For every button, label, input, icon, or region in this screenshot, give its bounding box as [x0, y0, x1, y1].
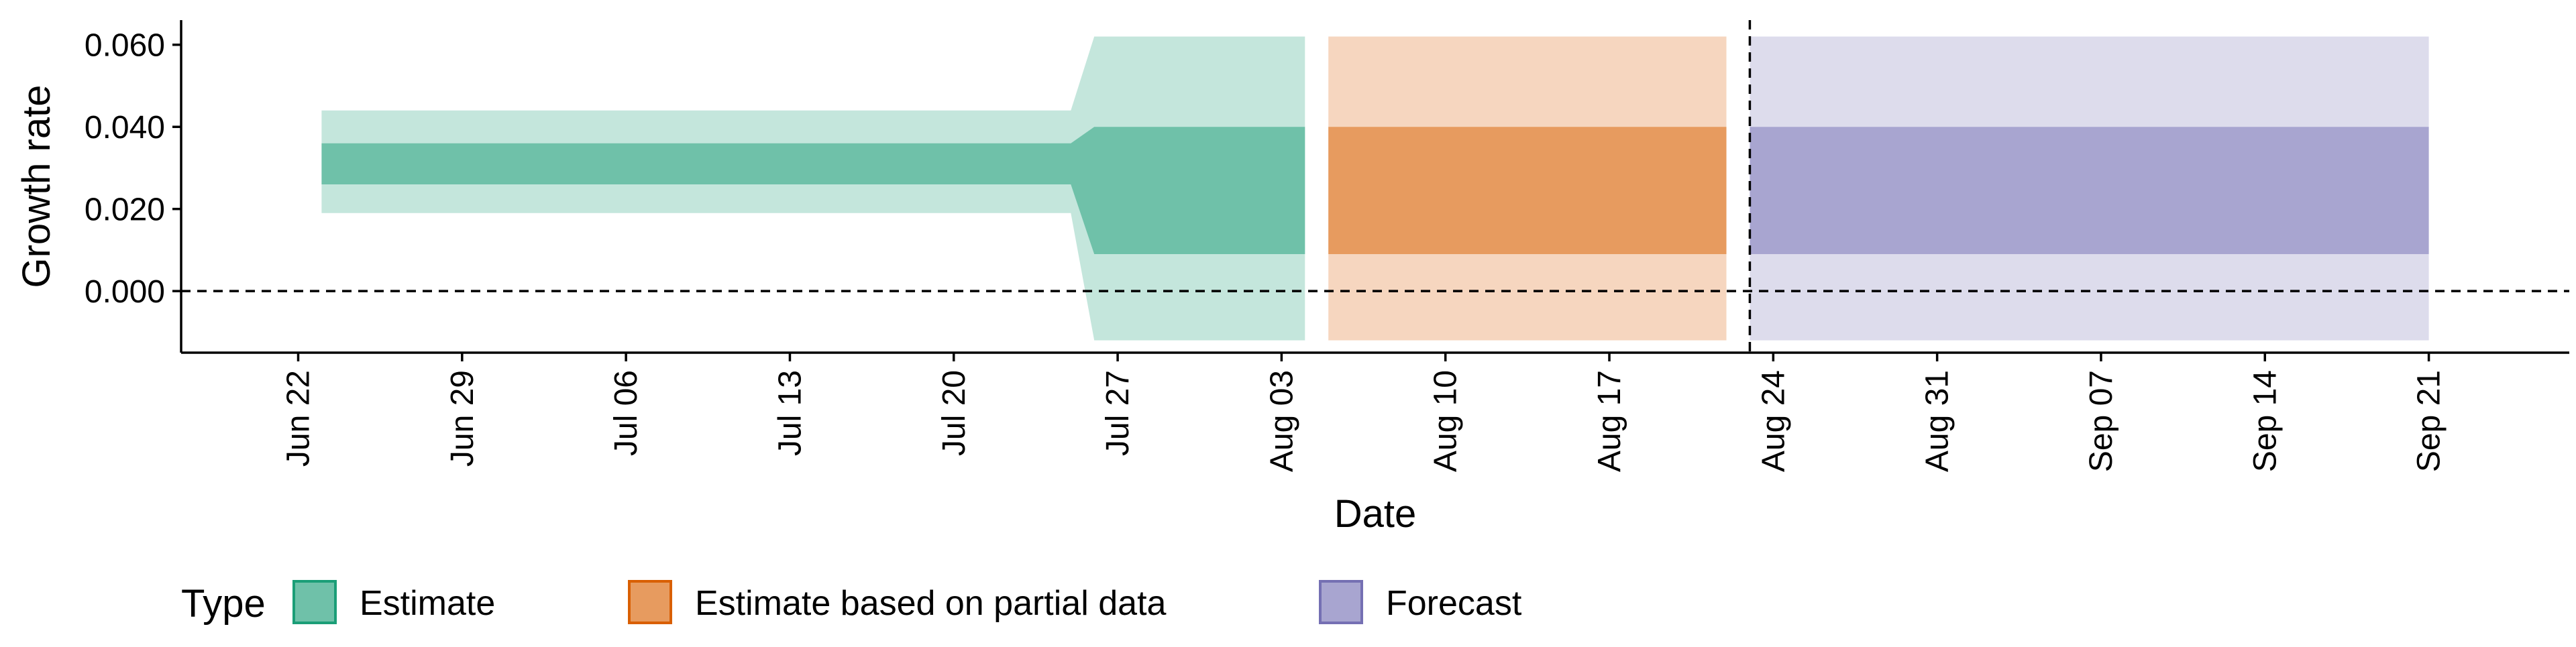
reference-lines-layer — [181, 20, 2569, 353]
x-tick-label: Sep 14 — [2247, 370, 2283, 472]
x-axis-title: Date — [1334, 492, 1417, 536]
x-tick-label: Jun 29 — [445, 370, 480, 467]
x-tick-label: Aug 17 — [1592, 370, 1627, 472]
legend-label-estimate: Estimate — [360, 584, 495, 623]
legend-label-forecast: Forecast — [1386, 584, 1522, 623]
x-tick-label: Jul 27 — [1100, 370, 1136, 456]
band-inner-forecast — [1750, 127, 2429, 255]
x-tick-label: Aug 31 — [1920, 370, 1955, 472]
x-tick-label: Aug 24 — [1756, 370, 1791, 472]
y-axis-title: Growth rate — [15, 85, 58, 288]
x-tick-label: Jun 22 — [281, 370, 317, 467]
axes-layer: 0.000 0.020 0.040 0.060 Jun 22 Jun 29 Jul 06 Ju… — [15, 20, 2569, 536]
y-tick-label: 0.000 — [85, 274, 165, 310]
legend-label-estimate-based-on-partial-data: Estimate based on partial data — [695, 584, 1167, 623]
x-tick-label: Sep 07 — [2084, 370, 2119, 472]
x-tick-label: Sep 21 — [2412, 370, 2447, 472]
y-tick-label: 0.040 — [85, 110, 165, 145]
x-tick-label: Jul 20 — [936, 370, 972, 456]
bands-layer — [321, 36, 2429, 341]
band-inner-estimate — [321, 127, 1305, 255]
legend-title: Type — [181, 582, 266, 626]
band-inner-estimate-based-on-partial-data — [1328, 127, 1727, 255]
legend: Type Estimate Estimate based on partial da… — [181, 580, 1522, 626]
y-tick-label: 0.020 — [85, 192, 165, 228]
legend-key-estimate-based-on-partial-data — [628, 580, 672, 624]
x-tick-label: Jul 13 — [772, 370, 808, 456]
x-tick-label: Aug 10 — [1428, 370, 1464, 472]
band-outer-estimate — [321, 36, 1305, 341]
y-tick-label: 0.060 — [85, 28, 165, 64]
legend-key-estimate — [292, 580, 337, 624]
legend-key-forecast — [1319, 580, 1363, 624]
x-tick-label: Aug 03 — [1264, 370, 1299, 472]
x-tick-label: Jul 06 — [608, 370, 644, 456]
